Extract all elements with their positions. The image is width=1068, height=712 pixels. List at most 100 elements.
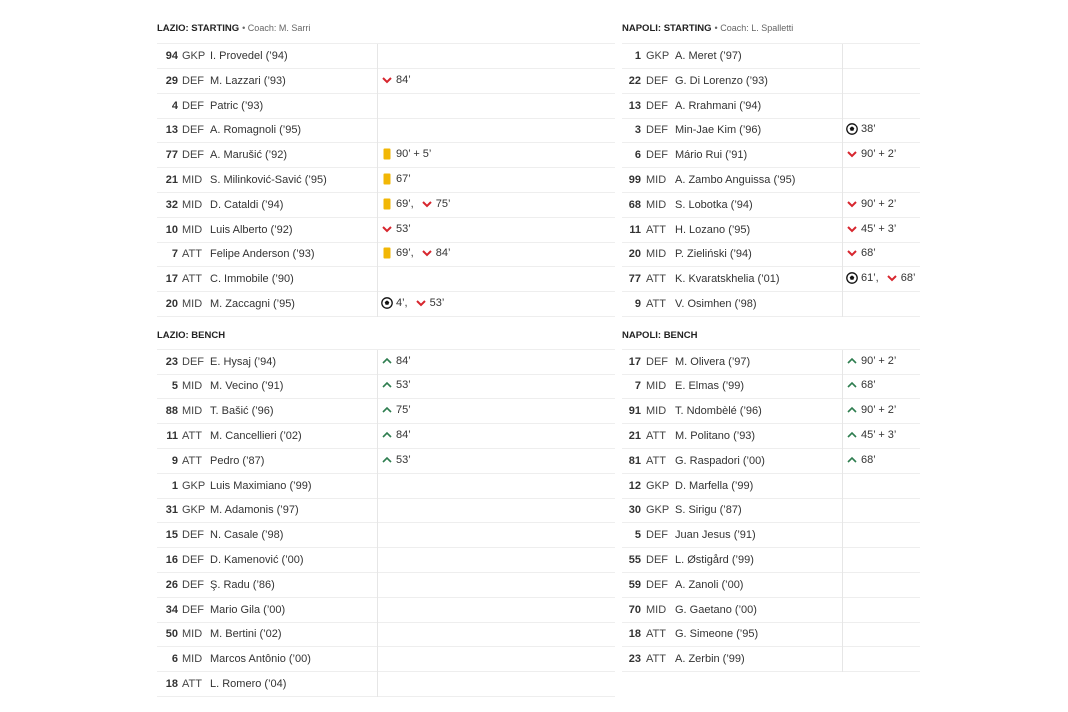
column-divider [842, 597, 843, 623]
events: 68’ [846, 454, 876, 466]
position: DEF [646, 99, 668, 112]
player-row: 5 DEF Juan Jesus (’91) [622, 523, 920, 549]
player-name: E. Elmas (’99) [675, 380, 745, 393]
shirt-number: 12 [628, 479, 641, 492]
shirt-number: 20 [165, 298, 178, 310]
player-name: Luis Alberto (’92) [210, 223, 293, 236]
player-name: I. Provedel (’94) [210, 50, 288, 62]
player-name: Min-Jae Kim (’96) [675, 124, 762, 137]
events: 38’ [846, 123, 876, 135]
player-name: K. Kvaratskhelia (’01) [675, 273, 780, 286]
position: DEF [182, 355, 204, 368]
event-minute: 67’ [396, 173, 411, 185]
column-divider [377, 143, 378, 169]
column-divider [377, 118, 378, 144]
events: 90’ + 2’ [846, 198, 896, 210]
player-row: 55 DEF L. Østigård (’99) [622, 548, 920, 573]
event-minute: 53’ [396, 222, 411, 235]
player-name: Luis Maximiano (’99) [210, 479, 312, 492]
column-divider [377, 622, 378, 648]
shirt-number: 13 [165, 124, 178, 137]
on-icon [382, 431, 392, 438]
position: DEF [646, 124, 668, 137]
shirt-number: 9 [634, 298, 641, 310]
player-row: 31 GKP M. Adamonis (’97) [157, 498, 615, 524]
column-divider [377, 399, 378, 425]
player-row: 20 MID M. Zaccagni (’95) 4’, 53’ [157, 292, 615, 317]
goal-icon [846, 123, 858, 136]
player-name: G. Simeone (’95) [675, 628, 759, 641]
player-name: A. Meret (’97) [675, 50, 742, 62]
player-name: Mario Gila (’00) [210, 603, 286, 616]
column-divider [377, 498, 378, 524]
event-minute: 68’ [861, 453, 876, 466]
position: ATT [646, 273, 666, 286]
player-row: 30 GKP S. Sirigu (’87) [622, 498, 920, 524]
position: DEF [182, 149, 204, 162]
column-divider [842, 572, 843, 598]
player-name: D. Cataldi (’94) [210, 198, 284, 211]
player-name: P. Zieliński (’94) [675, 248, 752, 261]
column-divider [377, 647, 378, 673]
player-row: 15 DEF N. Casale (’98) [157, 523, 615, 549]
column-divider [842, 93, 843, 119]
on-icon [382, 382, 392, 388]
events: 68’ [846, 247, 876, 259]
event-minute: 45’ + 3’ [861, 222, 897, 235]
player-row: 3 DEF Min-Jae Kim (’96) 38’ [622, 118, 920, 144]
events: 75’ [381, 404, 411, 416]
player-name: Marcos Antônio (’00) [210, 653, 311, 666]
player-row: 22 DEF G. Di Lorenzo (’93) [622, 68, 920, 94]
yellow-icon [383, 148, 391, 160]
column-divider [842, 242, 843, 268]
column-divider [842, 349, 843, 375]
player-name: H. Lozano (’95) [675, 223, 751, 236]
event-minute: 53’ [396, 379, 411, 392]
shirt-number: 10 [165, 223, 178, 236]
player-name: S. Lobotka (’94) [675, 198, 753, 211]
player-row: 91 MID T. Ndombèlé (’96) 90’ + 2’ [622, 399, 920, 425]
player-name: A. Zerbin (’99) [675, 653, 745, 666]
position: MID [182, 628, 203, 641]
position: GKP [646, 504, 670, 517]
off-icon [382, 225, 392, 233]
event-minute: 90’ + 2’ [861, 148, 897, 161]
column-divider [377, 93, 378, 119]
shirt-number: 70 [628, 603, 641, 616]
shirt-number: 15 [165, 529, 178, 542]
position: ATT [646, 628, 666, 641]
player-name: L. Romero (’04) [210, 678, 287, 690]
player-name: T. Ndombèlé (’96) [675, 405, 762, 418]
column-divider [377, 448, 378, 474]
shirt-number: 4 [171, 99, 178, 112]
player-row: 77 ATT K. Kvaratskhelia (’01) 61’, 68’ [622, 267, 920, 293]
player-name: A. Romagnoli (’95) [210, 124, 302, 137]
player-name: G. Gaetano (’00) [675, 603, 757, 616]
shirt-number: 23 [165, 355, 178, 368]
off-icon [382, 77, 392, 84]
event-minute: 69’, [396, 197, 414, 210]
shirt-number: 21 [165, 174, 178, 186]
column-divider [377, 68, 378, 94]
shirt-number: 1 [634, 50, 641, 62]
player-row: 77 DEF A. Marušić (’92) 90’ + 5’ [157, 143, 615, 169]
position: DEF [182, 529, 204, 542]
shirt-number: 9 [171, 454, 178, 467]
player-name: M. Zaccagni (’95) [210, 298, 295, 310]
shirt-number: 31 [165, 504, 178, 517]
event-minute: 84’ [396, 354, 411, 367]
shirt-number: 18 [628, 628, 641, 641]
shirt-number: 77 [628, 273, 641, 286]
column-divider [377, 424, 378, 449]
shirt-number: 17 [165, 273, 178, 286]
shirt-number: 7 [171, 248, 178, 261]
column-divider [377, 523, 378, 549]
event-minute: 75’ [396, 404, 411, 417]
events: 68’ [846, 379, 876, 391]
event-minute: 38’ [861, 123, 876, 136]
position: MID [182, 298, 203, 310]
player-name: Ş. Radu (’86) [210, 578, 275, 591]
coach: • Coach: M. Sarri [242, 23, 311, 33]
section-title: LAZIO: BENCH [157, 330, 226, 341]
section-header: LAZIO: STARTING • Coach: M. Sarri [157, 23, 310, 34]
